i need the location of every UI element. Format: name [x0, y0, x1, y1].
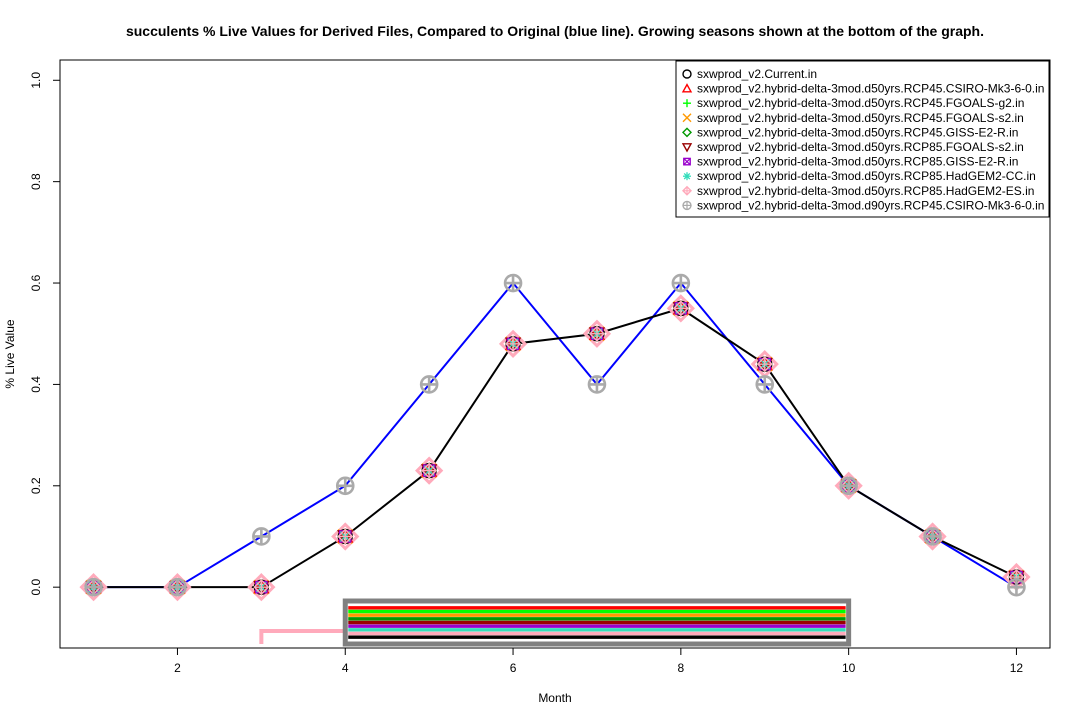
y-tick-label: 1.0 [29, 72, 43, 89]
point-symbol [756, 356, 773, 373]
derived-point [415, 456, 444, 485]
point-symbol [337, 528, 354, 545]
derived-point [666, 294, 695, 323]
original-point [1007, 577, 1026, 597]
y-axis-label: % Live Value [3, 319, 17, 388]
point-halo [415, 456, 444, 485]
legend-box [675, 60, 1050, 218]
point-halo [331, 522, 360, 551]
derived-point [247, 573, 276, 602]
derived-point [750, 350, 779, 379]
original-line [93, 281, 1017, 589]
derived-point [582, 319, 612, 348]
y-tick-label: 0.2 [29, 477, 43, 494]
legend-item: sxwprod_v2.hybrid-delta-3mod.d50yrs.RCP4… [682, 111, 1024, 125]
legend-label: sxwprod_v2.hybrid-delta-3mod.d50yrs.RCP8… [697, 184, 1034, 198]
growing-seasons [259, 598, 852, 647]
point-halo [498, 329, 528, 358]
original-point [503, 273, 523, 293]
legend: sxwprod_v2.Current.insxwprod_v2.hybrid-d… [675, 60, 1050, 218]
legend-item: sxwprod_v2.hybrid-delta-3mod.d50yrs.RCP4… [682, 125, 1018, 139]
legend-symbol [683, 99, 691, 108]
derived-point [331, 522, 360, 551]
original-point [84, 577, 103, 597]
point-halo [247, 573, 276, 602]
original-point [335, 476, 355, 496]
original-point [587, 375, 607, 394]
derived-point [498, 329, 528, 358]
legend-label: sxwprod_v2.hybrid-delta-3mod.d50yrs.RCP4… [697, 82, 1044, 96]
legend-symbol [682, 200, 692, 211]
season-pink [259, 629, 346, 644]
legend-symbol [683, 172, 691, 181]
legend-symbol [681, 143, 693, 153]
series-lines [93, 281, 1017, 589]
legend-item: sxwprod_v2.hybrid-delta-3mod.d50yrs.RCP4… [683, 96, 1024, 110]
series-markers [79, 273, 1031, 602]
legend-symbol [682, 113, 692, 123]
original-point [755, 375, 775, 394]
x-tick-label: 6 [510, 661, 517, 675]
x-tick-label: 8 [678, 661, 685, 675]
legend-item: sxwprod_v2.hybrid-delta-3mod.d50yrs.RCP8… [682, 184, 1034, 198]
chart-title: succulents % Live Values for Derived Fil… [126, 23, 984, 39]
legend-symbol [683, 157, 691, 166]
legend-label: sxwprod_v2.hybrid-delta-3mod.d50yrs.RCP4… [697, 111, 1024, 125]
point-symbol [421, 462, 438, 479]
x-axis-label: Month [538, 691, 571, 705]
legend-label: sxwprod_v2.hybrid-delta-3mod.d90yrs.RCP4… [697, 198, 1044, 212]
original-point [923, 527, 942, 546]
legend-item: sxwprod_v2.hybrid-delta-3mod.d50yrs.RCP4… [681, 82, 1044, 96]
derived-line [93, 307, 1017, 589]
legend-item: sxwprod_v2.hybrid-delta-3mod.d50yrs.RCP8… [683, 169, 1036, 183]
x-tick-label: 10 [842, 661, 856, 675]
legend-label: sxwprod_v2.Current.in [697, 67, 817, 81]
legend-symbol [682, 127, 692, 138]
point-halo [582, 319, 612, 348]
legend-item: sxwprod_v2.hybrid-delta-3mod.d90yrs.RCP4… [682, 198, 1044, 212]
legend-symbol [681, 83, 693, 93]
x-tick-label: 4 [342, 661, 349, 675]
legend-label: sxwprod_v2.hybrid-delta-3mod.d50yrs.RCP8… [697, 140, 1024, 154]
legend-item: sxwprod_v2.hybrid-delta-3mod.d50yrs.RCP8… [683, 155, 1018, 169]
y-tick-label: 0.0 [29, 579, 43, 596]
legend-symbol [682, 185, 692, 196]
x-tick-label: 12 [1010, 661, 1024, 675]
original-point [252, 527, 271, 546]
y-axis: 0.0 0.2 0.4 0.6 0.8 1.0 [29, 72, 61, 596]
original-point [671, 273, 691, 293]
y-tick-label: 0.8 [29, 173, 43, 190]
y-tick-label: 0.4 [29, 376, 43, 393]
legend-item: sxwprod_v2.hybrid-delta-3mod.d50yrs.RCP8… [681, 140, 1024, 154]
legend-symbol [682, 69, 692, 79]
point-symbol [505, 335, 522, 352]
original-point [419, 375, 439, 394]
original-point [839, 476, 858, 496]
legend-label: sxwprod_v2.hybrid-delta-3mod.d50yrs.RCP4… [697, 125, 1018, 139]
point-symbol [672, 300, 689, 317]
original-point [168, 577, 187, 597]
point-symbol [588, 325, 605, 342]
x-axis: 2 4 6 8 10 12 [174, 647, 1024, 675]
legend-label: sxwprod_v2.hybrid-delta-3mod.d50yrs.RCP4… [697, 96, 1024, 110]
y-tick-label: 0.6 [29, 274, 43, 291]
legend-item: sxwprod_v2.Current.in [682, 67, 817, 81]
legend-label: sxwprod_v2.hybrid-delta-3mod.d50yrs.RCP8… [697, 169, 1036, 183]
legend-label: sxwprod_v2.hybrid-delta-3mod.d50yrs.RCP8… [697, 155, 1018, 169]
point-halo [666, 294, 695, 323]
x-tick-label: 2 [174, 661, 181, 675]
point-symbol [253, 579, 270, 596]
